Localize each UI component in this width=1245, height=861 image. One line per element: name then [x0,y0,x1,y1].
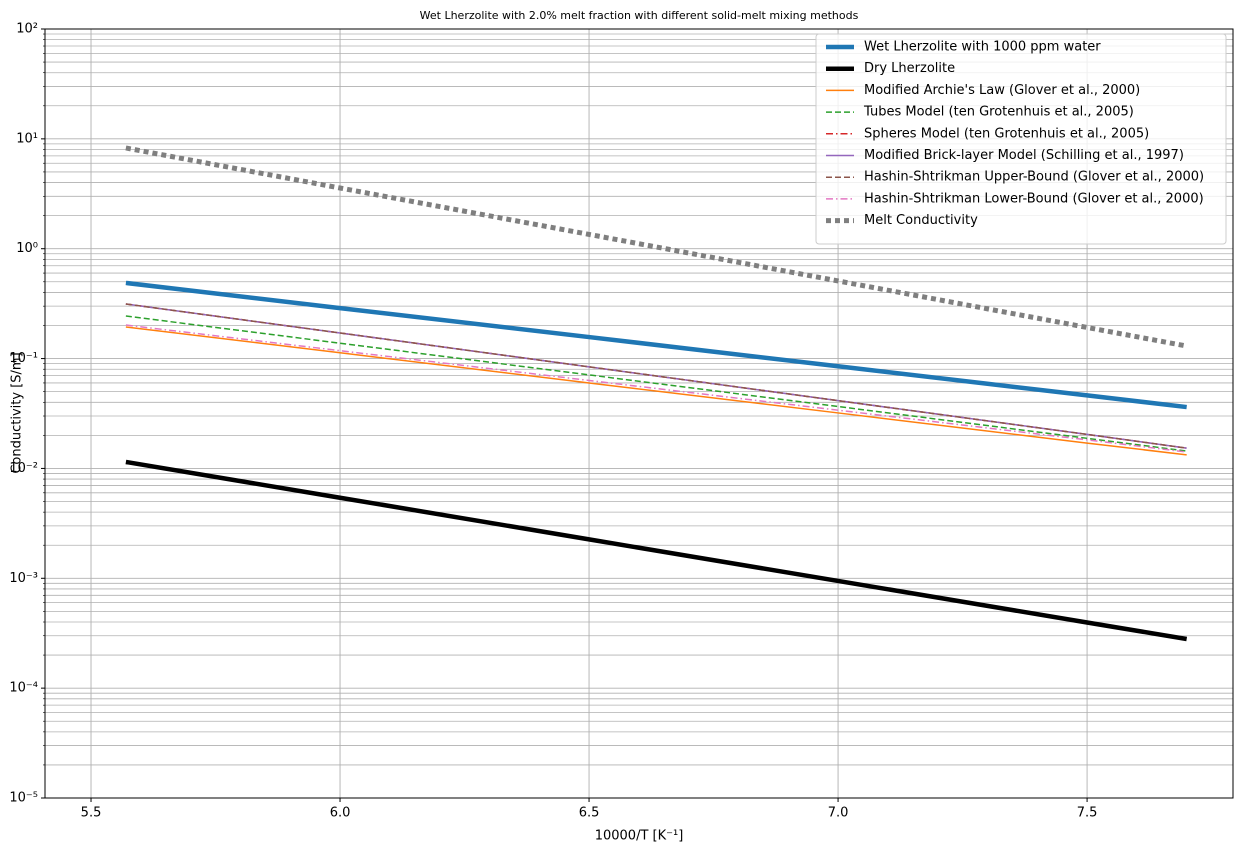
y-tick-label: 10⁰ [16,241,38,256]
legend-label: Hashin-Shtrikman Upper-Bound (Glover et … [864,170,1204,185]
y-tick-label: 10⁻¹ [9,351,38,366]
x-tick-label: 6.5 [579,806,600,821]
series-line [125,145,1188,349]
series-line [125,324,1187,453]
y-tick-label: 10² [16,22,38,37]
x-tick-label: 6.0 [330,806,351,821]
legend-label: Modified Brick-layer Model (Schilling et… [864,148,1184,163]
legend-label: Hashin-Shtrikman Lower-Bound (Glover et … [864,191,1204,206]
legend-label: Dry Lherzolite [864,61,955,76]
y-tick-label: 10⁻³ [9,571,38,586]
series-line [125,280,1187,410]
series-line [125,459,1188,642]
series-line [125,303,1187,449]
legend-label: Modified Archie's Law (Glover et al., 20… [864,83,1140,98]
y-tick-label: 10⁻⁴ [9,681,38,696]
y-axis-label: Conductivity [S/m] [10,352,25,473]
x-tick-label: 5.5 [81,806,102,821]
series-line [125,315,1187,452]
legend-label: Melt Conductivity [864,213,978,228]
x-tick-label: 7.0 [828,806,849,821]
series-line [125,326,1187,456]
legend-box [815,33,1227,245]
y-tick-label: 10⁻² [9,461,38,476]
y-tick-label: 10¹ [16,131,38,146]
legend-label: Spheres Model (ten Grotenhuis et al., 20… [864,126,1149,141]
legend: Wet Lherzolite with 1000 ppm water Dry Lh… [815,33,1227,245]
legend-label: Tubes Model (ten Grotenhuis et al., 2005… [863,105,1134,120]
axes-frame [44,28,1234,799]
x-tick-label: 7.5 [1077,806,1098,821]
legend-label: Wet Lherzolite with 1000 ppm water [864,40,1101,55]
x-axis-label: 10000/T [K⁻¹] [595,829,684,844]
chart-title: Wet Lherzolite with 2.0% melt fraction w… [420,9,859,22]
y-tick-label: 10⁻⁵ [9,791,38,806]
